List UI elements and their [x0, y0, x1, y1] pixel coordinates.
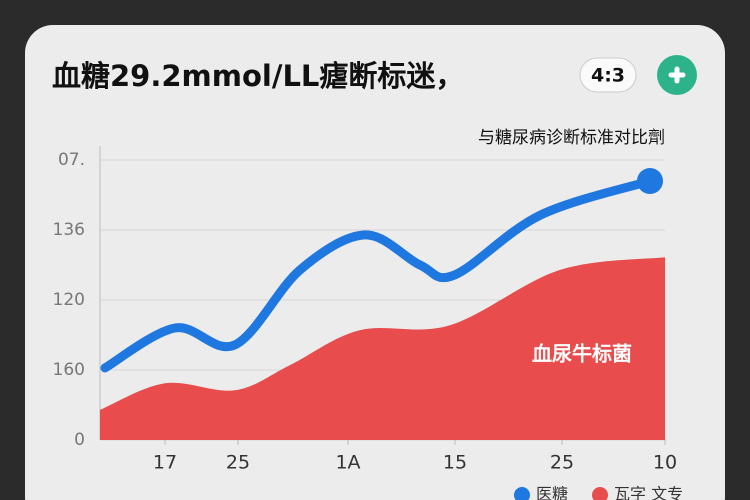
- x-tick-label: 17: [153, 452, 177, 474]
- y-tick-label: 160: [53, 360, 85, 380]
- annotation: 血尿牛标菌: [532, 342, 632, 366]
- x-tick-label: 10: [653, 452, 677, 474]
- x-tick-label: 25: [550, 452, 574, 474]
- legend-label: 瓦字 文专: [614, 485, 683, 500]
- x-tick-label: 1A: [335, 452, 360, 474]
- chart-title: 血糖29.2mmol/LL瘧断标迷，: [52, 59, 464, 93]
- y-tick-label: 120: [53, 290, 85, 310]
- y-tick-label: 136: [53, 220, 85, 240]
- badge: 4:3: [591, 65, 625, 87]
- legend-swatch: [514, 487, 530, 500]
- icon-plus: [668, 66, 686, 84]
- badge-bg: [579, 57, 637, 93]
- y-tick-label: 0: [74, 430, 85, 450]
- subtitle: 与糖尿病诊断标准对比劑: [478, 128, 665, 148]
- x-tick-label: 25: [226, 452, 250, 474]
- y-tick-label: 07.: [58, 150, 85, 170]
- legend-label: 医糖: [536, 485, 568, 500]
- x-tick-label: 15: [443, 452, 467, 474]
- end-point: [637, 168, 663, 194]
- legend-swatch: [592, 487, 608, 500]
- line: [100, 176, 655, 373]
- area: [100, 257, 665, 440]
